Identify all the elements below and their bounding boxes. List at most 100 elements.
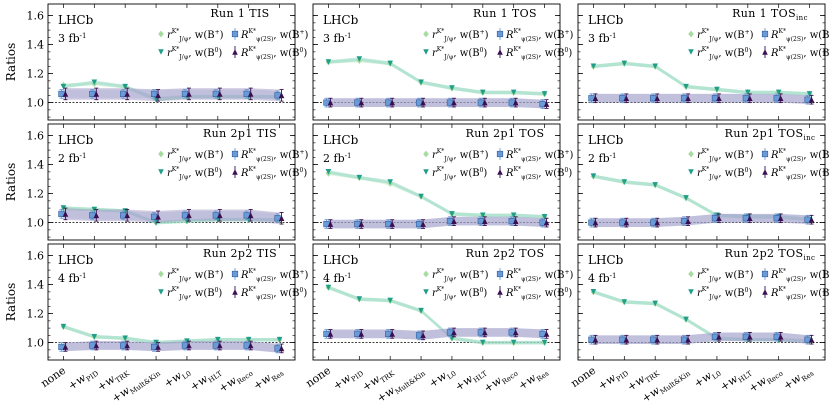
legend-label-RB0-part: , w(B — [538, 168, 564, 179]
panel-title: Run 1 TIS — [210, 7, 269, 20]
x-tick-sub: L0 — [446, 370, 458, 382]
x-tick-sub: L0 — [181, 370, 193, 382]
luminosity-label-part: -1 — [80, 272, 87, 280]
legend-label-rB0: rK*J/ψ, w(B0) — [432, 46, 487, 61]
point-RB+ — [150, 90, 158, 97]
luminosity-label-part: 2 fb — [323, 152, 345, 165]
point-rB0 — [122, 335, 128, 342]
legend-label-rB0: rK*J/ψ, w(B0) — [432, 166, 487, 181]
point-RB0 — [62, 91, 69, 97]
legend-label-rB+-part: J/ψ — [708, 36, 718, 43]
point-RB0 — [186, 212, 192, 219]
luminosity-label-part: -1 — [610, 152, 617, 160]
legend-label-rB0-part: ) — [748, 288, 752, 299]
legend-label-rB+-part: + — [480, 29, 485, 36]
x-tick-sub: Res — [270, 369, 286, 383]
luminosity-label-part: 4 fb — [58, 272, 80, 285]
experiment-label: LHCb — [58, 13, 94, 27]
y-tick-label: 1.6 — [27, 130, 45, 143]
legend-marker-RB+ — [496, 270, 504, 278]
panel-title-part: Run 2p2 TOS — [725, 247, 804, 260]
legend-label-rB0: rK*J/ψ, w(B0) — [697, 46, 752, 61]
legend-label-RB+-part: ) — [570, 150, 574, 161]
legend-label-rB0-part: r — [167, 168, 173, 179]
legend-label-RB+-part: ) — [305, 150, 309, 161]
point-RB0 — [654, 95, 660, 102]
legend-label-rB0: rK*J/ψ, w(B0) — [167, 286, 222, 301]
legend-label-rB0-part: K* — [172, 166, 179, 173]
legend-label-RB+-part: ) — [570, 30, 574, 41]
legend-marker-RB0 — [762, 169, 768, 175]
point-RB0 — [186, 342, 192, 349]
legend-label-RB+-part: ψ(2S) — [786, 156, 803, 163]
point-rB0 — [91, 334, 98, 340]
legend-label-rB0-part: K* — [437, 46, 444, 53]
legend-marker-RB0 — [497, 169, 503, 175]
point-RB0 — [716, 215, 722, 222]
experiment-label: LHCb — [588, 133, 624, 147]
legend-label-rB0-part: r — [167, 48, 173, 59]
panel-title-part: Run 2p1 TOS — [725, 127, 804, 140]
legend-label-RB+: RK*ψ(2S), w(B+) — [770, 148, 830, 163]
x-tick-main: +w — [109, 384, 132, 406]
x-tick-label: +wL0 — [691, 364, 722, 392]
legend-label-RB0-part: K* — [249, 166, 256, 173]
legend-label-RB0-part: K* — [779, 286, 786, 293]
point-rB0 — [387, 297, 393, 304]
experiment-label: LHCb — [323, 133, 359, 147]
panel-title: Run 1 TOS — [473, 7, 537, 20]
legend-marker-rB0 — [423, 49, 429, 55]
point-RB0 — [358, 331, 365, 337]
point-RB0 — [358, 221, 365, 227]
experiment-label-part: LHCb — [588, 133, 624, 147]
experiment-label-part: LHCb — [588, 13, 624, 27]
x-tick-main: +w — [781, 371, 804, 393]
experiment-label-part: LHCb — [58, 253, 94, 267]
legend-label-RB0-part: K* — [779, 166, 786, 173]
band-rB0 — [63, 324, 280, 345]
luminosity-label-part: -1 — [610, 272, 617, 280]
legend-label-RB+-part: ) — [305, 30, 309, 41]
point-RB0 — [777, 215, 784, 222]
point-RB0 — [278, 345, 285, 352]
legend-label-RB+-part: ψ(2S) — [256, 156, 273, 163]
legend-label-rB0-part: 0 — [480, 287, 484, 294]
legend-label-rB0-part: ) — [483, 48, 487, 59]
legend-label-RB+-part: , w(B — [538, 150, 564, 161]
band-rB0 — [328, 170, 545, 219]
point-RB0 — [543, 219, 550, 226]
legend-label-rB+-part: ) — [750, 30, 754, 41]
x-tick-main: none — [38, 364, 68, 390]
point-rB0 — [480, 339, 486, 346]
point-RB0 — [808, 336, 815, 343]
legend-label-RB+-part: K* — [249, 148, 256, 155]
point-RB0 — [654, 219, 660, 226]
point-RB0 — [389, 331, 395, 337]
legend-label-rB0-part: ) — [483, 168, 487, 179]
legend-label-rB+-part: + — [215, 149, 220, 156]
legend-label-rB+-part: r — [697, 150, 703, 161]
legend-label-RB+-part: ψ(2S) — [256, 276, 273, 283]
legend-label-rB0-part: 0 — [745, 167, 749, 174]
point-rB0 — [590, 173, 597, 179]
legend-label-RB0-part: ψ(2S) — [786, 54, 803, 61]
point-rB0 — [652, 63, 658, 70]
point-rB0 — [510, 339, 517, 346]
legend-label-rB0-part: K* — [702, 286, 709, 293]
legend-label-RB0-part: R — [505, 48, 514, 59]
point-RB0 — [62, 211, 69, 217]
x-tick-label: +wReco — [746, 364, 784, 397]
legend-label-RB+-part: K* — [249, 28, 256, 35]
band-RB+ — [63, 341, 280, 353]
luminosity-label-part: 3 fb — [588, 32, 610, 45]
point-rB0 — [91, 79, 98, 86]
legend-label-RB0-part: R — [770, 48, 779, 59]
point-RB0 — [155, 214, 161, 220]
legend-label-rB+-part: K* — [437, 148, 444, 155]
legend-label-rB+-part: K* — [437, 28, 444, 35]
legend-label-rB0-part: K* — [172, 286, 179, 293]
legend-label-rB+-part: K* — [702, 268, 709, 275]
y-tick-label: 1.0 — [27, 337, 45, 350]
